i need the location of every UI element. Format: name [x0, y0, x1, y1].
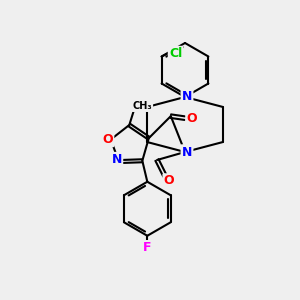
Text: Cl: Cl [169, 47, 182, 60]
Text: CH₃: CH₃ [133, 101, 152, 111]
Text: O: O [103, 133, 113, 146]
Text: N: N [182, 91, 192, 103]
Text: N: N [112, 153, 122, 166]
Text: F: F [143, 241, 152, 254]
Text: N: N [182, 146, 192, 158]
Text: O: O [164, 175, 174, 188]
Text: O: O [187, 112, 197, 125]
